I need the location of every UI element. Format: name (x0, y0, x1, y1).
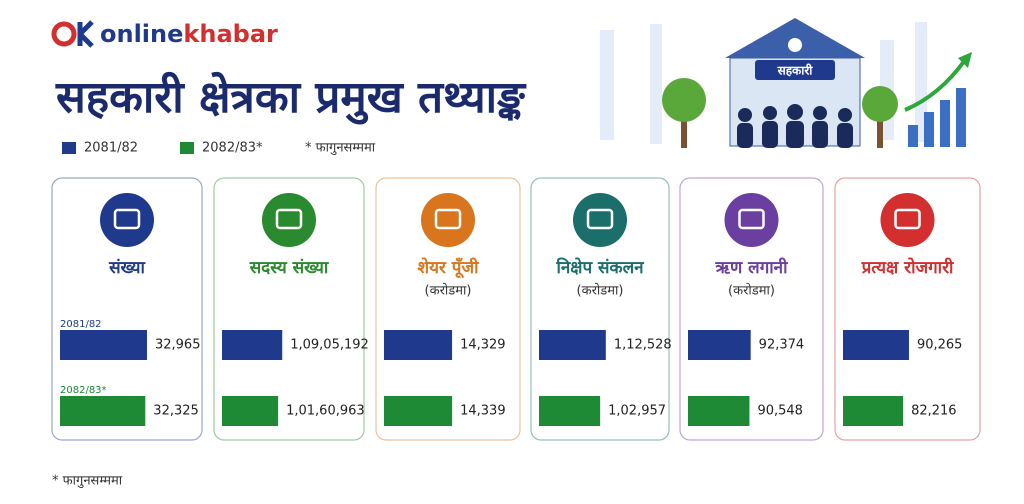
tree (662, 78, 706, 122)
panel-border (213, 177, 365, 441)
legend-label: 2082/83* (202, 141, 263, 156)
value-label: 14,329 (460, 338, 506, 353)
value-label: 82,216 (911, 404, 957, 419)
value-label: 1,12,528 (614, 338, 672, 353)
tree (862, 86, 898, 122)
bar (384, 396, 453, 426)
growth-bars (908, 88, 966, 147)
panel-border (375, 177, 521, 441)
legend-label: 2081/82 (84, 141, 138, 156)
value-label: 1,02,957 (608, 404, 666, 419)
bar (843, 396, 904, 426)
panel: प्रत्यक्ष रोजगारी 90,265 82,216 (834, 177, 981, 441)
category-label: 2082/83* (60, 385, 107, 396)
emblem (788, 38, 802, 52)
bar (222, 396, 279, 426)
panel-subtitle: (करोडमा) (577, 283, 624, 299)
skyline (600, 30, 614, 140)
panel-title: शेयर पूँजी (418, 257, 480, 279)
bar (60, 396, 146, 426)
bar (843, 330, 909, 360)
illustration: सहकारी (600, 18, 972, 148)
panel-icon (724, 193, 779, 247)
panel-icon (421, 193, 475, 247)
value-label: 32,325 (153, 404, 199, 419)
panel-title: सदस्य संख्या (249, 258, 329, 278)
icon-glyph (894, 208, 921, 230)
bar (688, 396, 750, 426)
value-label: 32,965 (155, 338, 201, 353)
legend-swatch (180, 142, 194, 154)
bar (539, 330, 606, 360)
category-label: 2081/82 (60, 319, 102, 330)
panel-title: प्रत्यक्ष रोजगारी (861, 257, 954, 278)
panel-title: संख्या (108, 258, 145, 278)
panel: निक्षेप संकलन (करोडमा) 1,12,528 1,02,957 (530, 177, 672, 441)
bar (222, 330, 283, 360)
sign (755, 60, 835, 80)
people (737, 104, 853, 148)
logo-mark (51, 21, 77, 47)
panel-title: ऋण लगानी (714, 257, 788, 278)
panel-subtitle: (करोडमा) (728, 283, 775, 299)
value-label: 90,548 (757, 404, 803, 419)
logo-part: khabar (183, 20, 278, 48)
bar (539, 396, 601, 426)
panels: संख्या 2081/82 32,965 2082/83* 32,325 सदस्य स… (51, 177, 981, 441)
panel-icon (880, 193, 935, 247)
panel-border (530, 177, 670, 441)
panel: सदस्य संख्या 1,09,05,192 1,01,60,963 (213, 177, 369, 441)
icon-glyph (586, 208, 614, 230)
panel: संख्या 2081/82 32,965 2082/83* 32,325 (51, 177, 203, 441)
panel-icon (573, 193, 627, 247)
panel-title: निक्षेप संकलन (555, 257, 644, 278)
bar (384, 330, 453, 360)
icon-glyph (738, 208, 765, 230)
bar (60, 330, 147, 360)
bar (688, 330, 751, 360)
panel: ऋण लगानी (करोडमा) 92,374 90,548 (679, 177, 824, 441)
footnote: * फागुनसम्ममा (52, 474, 123, 489)
arrow (904, 58, 967, 112)
logo-text: onlinekhabar (100, 20, 278, 48)
sign-text: सहकारी (777, 64, 814, 78)
value-label: 92,374 (759, 338, 805, 353)
panel: शेयर पूँजी (करोडमा) 14,329 14,339 (375, 177, 521, 441)
panel-border (679, 177, 824, 441)
panel-border (834, 177, 981, 441)
main-title: सहकारी क्षेत्रका प्रमुख तथ्याङ्क (55, 71, 527, 125)
tree-trunk (877, 112, 883, 148)
logo-mark (77, 20, 94, 48)
legend: 2081/82 2082/83* (62, 141, 263, 156)
value-label: 1,09,05,192 (290, 338, 369, 353)
icon-glyph (275, 208, 303, 230)
value-label: 14,339 (460, 404, 506, 419)
skyline (650, 24, 662, 144)
legend-swatch (62, 142, 76, 154)
value-label: 1,01,60,963 (286, 404, 365, 419)
icon-glyph (113, 208, 141, 230)
arrow-head (958, 52, 972, 68)
legend-note: * फागुनसम्ममा (305, 141, 376, 156)
panel-border (51, 177, 203, 441)
panel-subtitle: (करोडमा) (425, 283, 472, 299)
tree-trunk (681, 110, 687, 148)
panel-icon (262, 193, 316, 247)
icon-glyph (434, 208, 462, 230)
logo: onlinekhabar (51, 20, 278, 48)
logo-part: online (100, 20, 183, 48)
value-label: 90,265 (917, 338, 963, 353)
panel-icon (100, 193, 154, 247)
